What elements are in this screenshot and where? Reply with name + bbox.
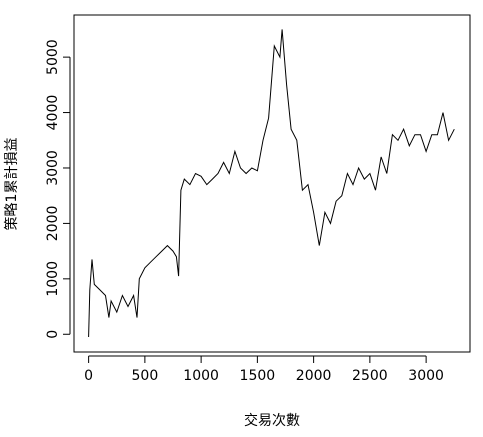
y-tick-label: 0 [45, 330, 61, 339]
y-tick-label: 2000 [45, 206, 61, 242]
y-tick-label: 5000 [45, 39, 61, 75]
x-tick-label: 500 [132, 368, 159, 384]
x-tick-label: 0 [84, 368, 93, 384]
plot-box [73, 14, 471, 353]
x-tick-label: 3000 [408, 368, 444, 384]
y-tick-label: 4000 [45, 95, 61, 131]
x-tick-label: 1000 [183, 368, 219, 384]
y-axis-label: 策略1累計損益 [3, 138, 20, 231]
x-axis-label: 交易次數 [244, 412, 300, 429]
x-tick-label: 2000 [296, 368, 332, 384]
y-tick-label: 3000 [45, 150, 61, 186]
y-tick-label: 1000 [45, 261, 61, 297]
x-tick-label: 2500 [352, 368, 388, 384]
data-line [88, 29, 455, 338]
x-tick-label: 1500 [240, 368, 276, 384]
